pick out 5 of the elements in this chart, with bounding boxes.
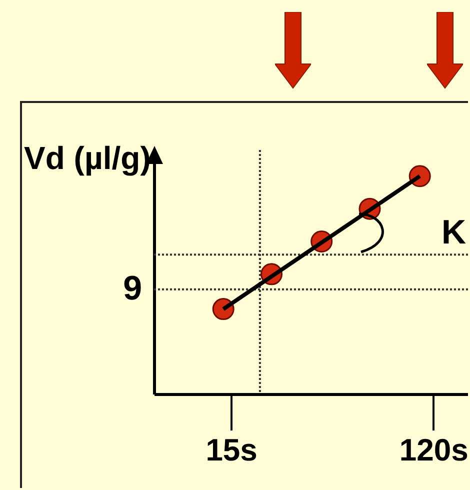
text: 9: [123, 269, 142, 308]
annotation: K: [441, 214, 466, 252]
x-tick-label: 120s: [399, 432, 468, 468]
x-tick-label: 15s: [206, 432, 258, 468]
y-axis-title: Vd (µl/g): [24, 139, 152, 178]
